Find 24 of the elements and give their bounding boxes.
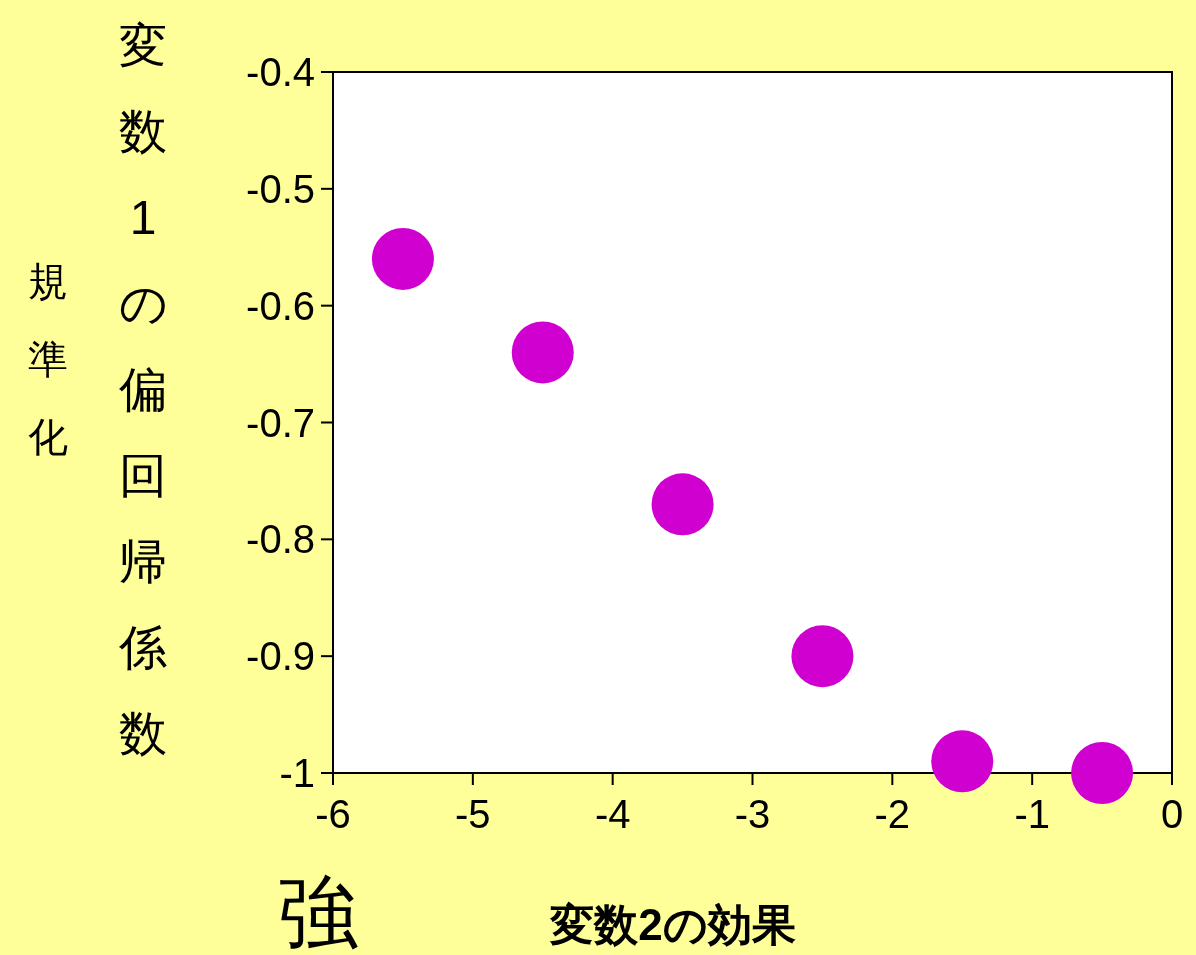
- x-tick-label: -1: [1014, 792, 1050, 836]
- y-tick-label: -0.7: [246, 400, 315, 445]
- x-tick-label: 0: [1160, 792, 1184, 836]
- point: [931, 730, 994, 793]
- x-tick-label: -5: [455, 792, 491, 836]
- x-tick-label: -3: [734, 792, 771, 836]
- point: [1071, 742, 1134, 804]
- y-tick-label: -0.4: [246, 50, 315, 94]
- text: 変数1の偏回帰係数: [118, 19, 168, 760]
- point: [511, 321, 574, 384]
- y-tick-label: -0.9: [246, 634, 315, 679]
- y-tick-label: -0.8: [246, 517, 315, 562]
- y-tick-label: -0.6: [246, 283, 315, 328]
- x-tick-label: -4: [594, 792, 631, 836]
- x-tick-label: -2: [874, 792, 911, 836]
- x-tick-label: -6: [315, 792, 351, 836]
- text: 強: [278, 868, 358, 955]
- y-tick-label: -0.5: [246, 166, 315, 211]
- point: [651, 473, 714, 536]
- y-tick-label: -1: [279, 751, 315, 795]
- point: [791, 625, 854, 688]
- point: [371, 227, 434, 290]
- x-axis-title: 変数2の効果: [549, 900, 796, 949]
- text: 規準化: [28, 259, 68, 459]
